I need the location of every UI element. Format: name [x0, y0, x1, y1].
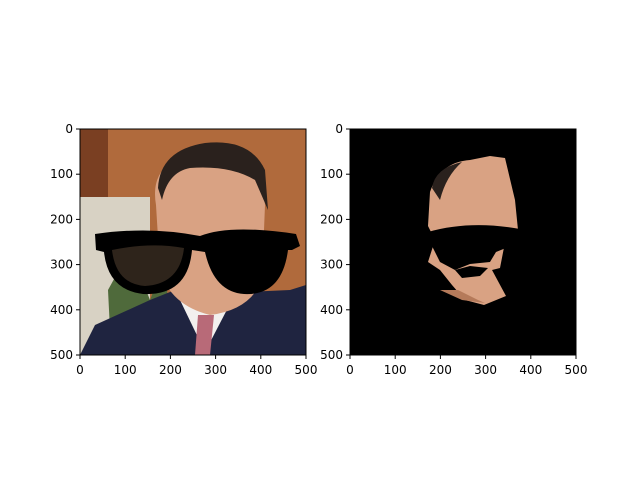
- left-y-tick-label: 300: [50, 258, 73, 272]
- right-x-tick-label: 100: [384, 363, 407, 377]
- left-y-ticks: 0 100 200 300 400 500: [50, 122, 80, 362]
- right-x-tick-label: 0: [346, 363, 354, 377]
- right-y-tick-label: 300: [320, 258, 343, 272]
- left-tie: [195, 315, 214, 355]
- left-image: [80, 129, 306, 355]
- left-y-tick-label: 200: [50, 212, 73, 226]
- left-x-tick-label: 500: [295, 363, 318, 377]
- left-x-tick-label: 300: [204, 363, 227, 377]
- left-x-tick-label: 200: [159, 363, 182, 377]
- left-x-tick-label: 100: [114, 363, 137, 377]
- glasses-overlay: [95, 229, 300, 295]
- right-y-tick-label: 400: [320, 303, 343, 317]
- right-glasses-mask: [428, 225, 520, 270]
- right-face-shadow: [440, 290, 485, 303]
- left-x-tick-label: 400: [249, 363, 272, 377]
- left-hair: [158, 142, 268, 210]
- right-hair-fragment: [432, 162, 462, 200]
- right-x-tick-label: 400: [519, 363, 542, 377]
- left-y-tick-label: 400: [50, 303, 73, 317]
- right-y-tick-label: 200: [320, 212, 343, 226]
- right-y-tick-label: 0: [335, 122, 343, 136]
- left-y-tick-label: 500: [50, 348, 73, 362]
- right-axes-frame: [349, 128, 577, 356]
- right-x-tick-label: 300: [474, 363, 497, 377]
- left-panel: 0 100 200 300 400 500 0 100 200 300 400 500: [50, 122, 317, 377]
- right-y-ticks: 0 100 200 300 400 500: [320, 122, 350, 362]
- right-y-tick-label: 500: [320, 348, 343, 362]
- right-x-ticks: 0 100 200 300 400 500: [346, 355, 587, 377]
- right-x-tick-label: 500: [565, 363, 588, 377]
- right-panel: 0 100 200 300 400 500 0 100 200 300 400 500: [320, 122, 587, 377]
- right-mask-gap: [455, 266, 488, 278]
- right-image: [428, 156, 520, 305]
- left-axes-frame: [79, 128, 307, 356]
- right-x-tick-label: 200: [429, 363, 452, 377]
- left-x-tick-label: 0: [76, 363, 84, 377]
- left-y-tick-label: 0: [65, 122, 73, 136]
- left-y-tick-label: 100: [50, 167, 73, 181]
- left-x-ticks: 0 100 200 300 400 500: [76, 355, 317, 377]
- right-y-tick-label: 100: [320, 167, 343, 181]
